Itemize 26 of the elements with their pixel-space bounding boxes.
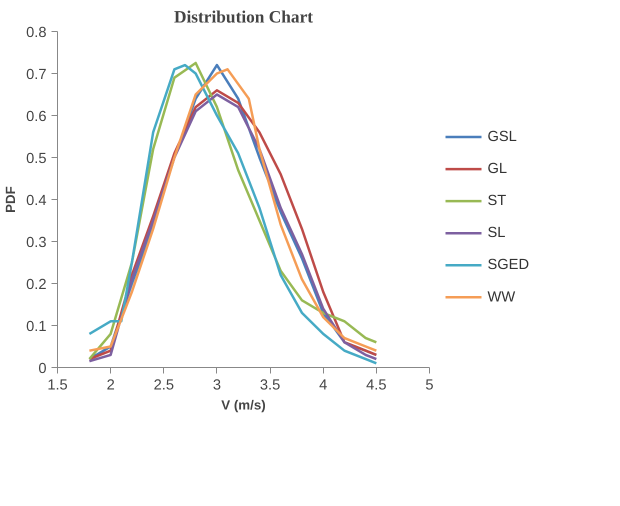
- y-axis-title: PDF: [3, 186, 18, 213]
- y-tick-label: 0.4: [26, 193, 46, 209]
- y-tick-label: 0.5: [26, 151, 46, 167]
- y-tick-label: 0.6: [26, 109, 46, 125]
- chart-title: Distribution Chart: [174, 8, 314, 26]
- legend-label: ST: [488, 193, 506, 210]
- x-tick-label: 4.5: [366, 378, 387, 394]
- x-tick-label: 3.5: [260, 378, 280, 394]
- legend-label: SL: [488, 225, 506, 242]
- y-tick-label: 0.8: [26, 25, 46, 41]
- legend-label: WW: [488, 289, 516, 306]
- y-tick-label: 0.3: [26, 235, 46, 251]
- x-tick-label: 1.5: [47, 378, 68, 394]
- y-tick-label: 0.7: [26, 67, 46, 83]
- legend-label: SGED: [488, 257, 530, 274]
- y-tick-label: 0.1: [26, 319, 46, 335]
- legend-label: GSL: [488, 129, 517, 146]
- legend-label: GL: [488, 161, 508, 178]
- x-tick-label: 5: [425, 378, 434, 394]
- x-tick-label: 2: [106, 378, 115, 394]
- y-tick-label: 0.2: [26, 277, 46, 293]
- x-tick-label: 4: [319, 378, 328, 394]
- x-tick-label: 3: [212, 378, 222, 394]
- y-tick-label: 0: [38, 361, 47, 377]
- x-tick-label: 2.5: [154, 378, 174, 394]
- x-axis-title: V (m/s): [221, 398, 266, 412]
